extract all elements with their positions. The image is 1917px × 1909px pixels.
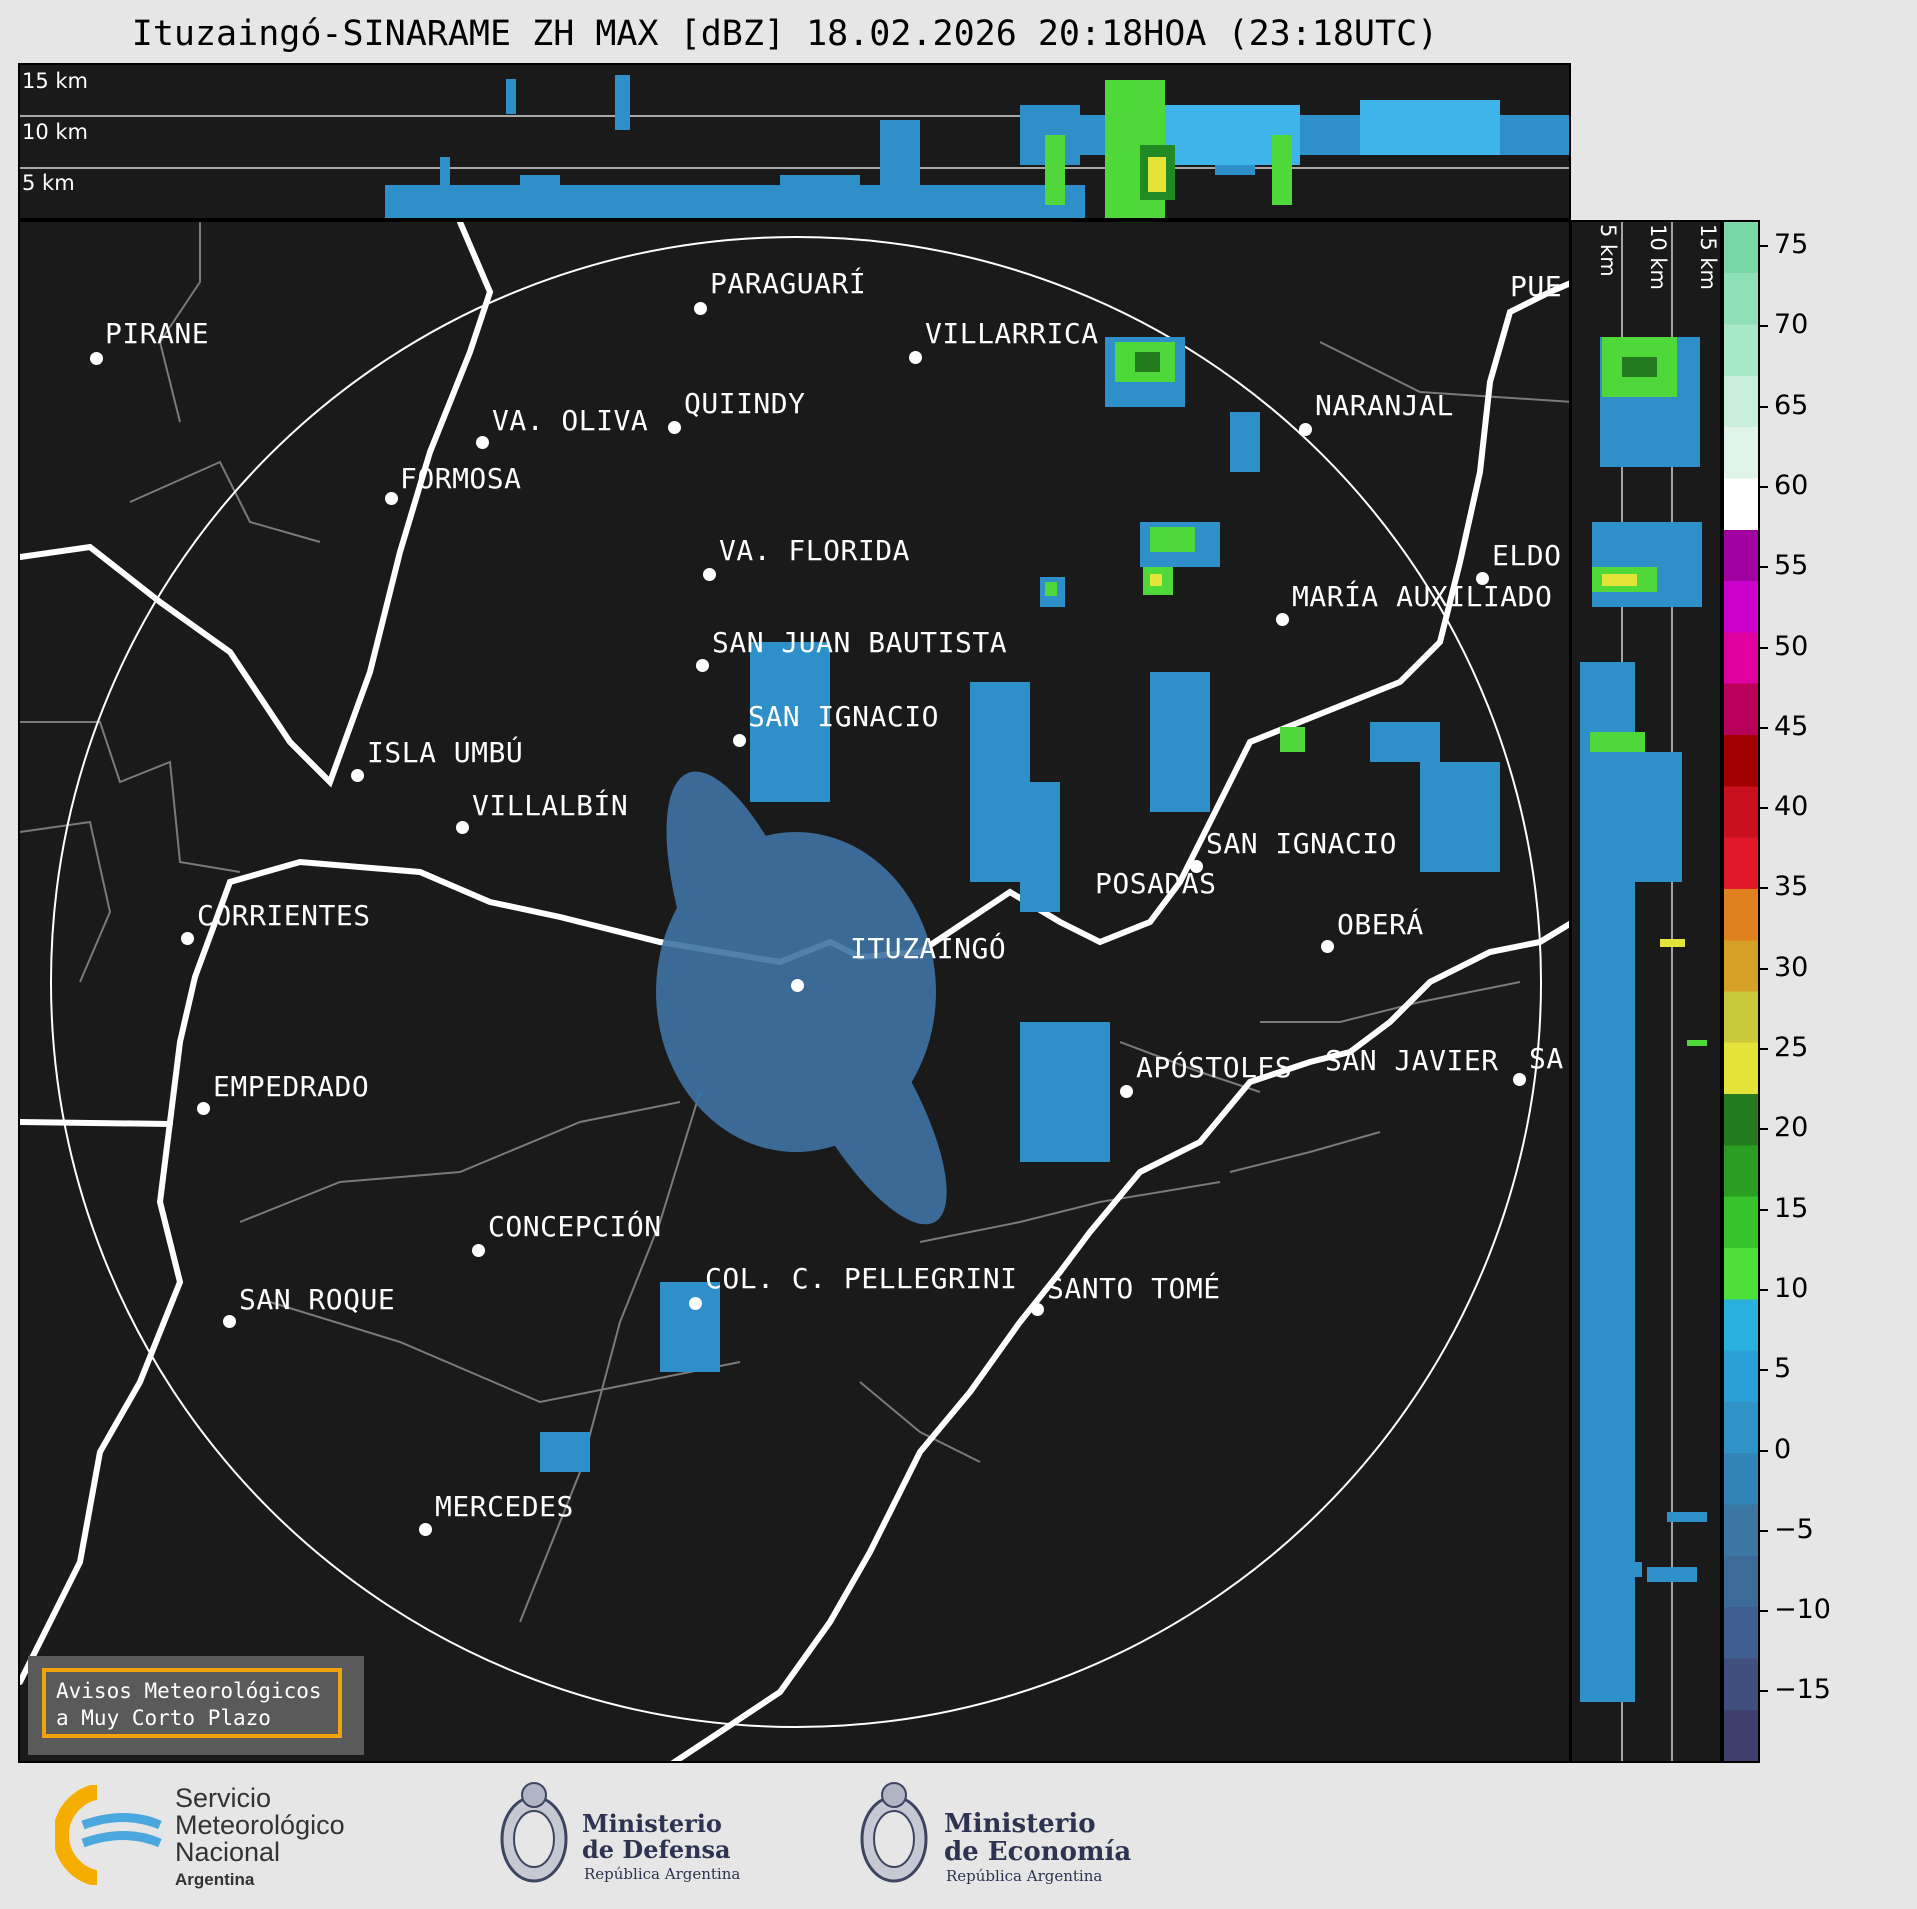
- city-marker: [1190, 860, 1203, 873]
- city-label: PUE: [1510, 270, 1563, 303]
- city-marker: [90, 352, 103, 365]
- radar-map: PIRANE PARAGUARÍ VILLARRICA VA. OLIVA QU…: [18, 220, 1571, 1763]
- altitude-label-5km-vertical: 5 km: [1596, 224, 1620, 277]
- city-marker: [1513, 1073, 1526, 1086]
- city-marker: [1120, 1085, 1133, 1098]
- city-label: ITUZAINGÓ: [850, 932, 1007, 965]
- city-marker: [1321, 940, 1334, 953]
- smn-logo-text: Servicio Meteorológico Nacional Argentin…: [175, 1783, 345, 1890]
- city-label: SA: [1529, 1042, 1564, 1075]
- national-shield-icon: [860, 1782, 928, 1883]
- city-label: OBERÁ: [1337, 908, 1424, 941]
- reflectivity-colorbar: [1722, 220, 1760, 1763]
- city-label: PARAGUARÍ: [710, 267, 867, 300]
- city-marker: [733, 734, 746, 747]
- city-label: PIRANE: [105, 317, 210, 350]
- city-label: SAN IGNACIO: [1206, 827, 1397, 860]
- city-label: FORMOSA: [400, 462, 522, 495]
- right-cross-section-echoes: [1580, 222, 1707, 1761]
- city-marker: [1031, 1303, 1044, 1316]
- warning-banner-frame[interactable]: Avisos Meteorológicos a Muy Corto Plazo: [42, 1668, 342, 1738]
- city-marker: [385, 492, 398, 505]
- city-label: QUIINDY: [684, 387, 806, 420]
- city-label: CONCEPCIÓN: [488, 1210, 662, 1243]
- city-marker: [668, 421, 681, 434]
- city-label: MERCEDES: [435, 1490, 574, 1523]
- city-label: POSADAS: [1095, 867, 1217, 900]
- altitude-label-10km-vertical: 10 km: [1646, 224, 1670, 291]
- city-label: CORRIENTES: [197, 899, 371, 932]
- city-marker: [456, 821, 469, 834]
- chart-title: Ituzaingó-SINARAME ZH MAX [dBZ] 18.02.20…: [131, 14, 1439, 54]
- city-marker: [909, 351, 922, 364]
- city-label: VA. FLORIDA: [719, 534, 910, 567]
- city-marker: [1299, 423, 1312, 436]
- city-marker: [689, 1297, 702, 1310]
- altitude-label-15km-vertical: 15 km: [1696, 224, 1720, 291]
- city-marker: [1476, 572, 1489, 585]
- city-marker: [197, 1102, 210, 1115]
- city-label: SAN JUAN BAUTISTA: [712, 626, 1008, 659]
- top-cross-section: 15 km 10 km 5 km: [18, 63, 1571, 220]
- city-label: VA. OLIVA: [492, 404, 649, 437]
- footer: Servicio Meteorológico Nacional Argentin…: [0, 1763, 1917, 1909]
- national-shield-icon: [500, 1782, 568, 1883]
- city-label: COL. C. PELLEGRINI: [705, 1262, 1018, 1295]
- city-marker: [703, 568, 716, 581]
- city-marker: [351, 769, 364, 782]
- warning-line-2: a Muy Corto Plazo: [56, 1706, 271, 1730]
- warning-line-1: Avisos Meteorológicos: [56, 1679, 322, 1703]
- city-label: ISLA UMBÚ: [367, 736, 524, 769]
- warning-banner[interactable]: Avisos Meteorológicos a Muy Corto Plazo: [28, 1656, 364, 1755]
- radar-site-marker: [791, 979, 804, 992]
- altitude-label-15km: 15 km: [22, 69, 89, 93]
- city-label: SAN JAVIER: [1325, 1044, 1499, 1077]
- city-marker: [1276, 613, 1289, 626]
- city-marker: [694, 302, 707, 315]
- city-marker: [223, 1315, 236, 1328]
- city-label: ELDO: [1492, 539, 1562, 572]
- city-label: SANTO TOMÉ: [1047, 1272, 1221, 1305]
- city-label: VILLALBÍN: [472, 789, 629, 822]
- altitude-label-5km: 5 km: [22, 171, 75, 195]
- city-marker: [476, 436, 489, 449]
- city-label: SAN IGNACIO: [748, 700, 939, 733]
- city-label: MARÍA AUXILIADO: [1292, 580, 1553, 613]
- top-cross-section-echoes: [20, 75, 1569, 218]
- smn-logo-icon: [55, 1785, 165, 1885]
- city-marker: [181, 932, 194, 945]
- city-label: EMPEDRADO: [213, 1070, 370, 1103]
- city-label: VILLARRICA: [925, 317, 1099, 350]
- radar-map-geography: [20, 222, 1569, 1761]
- city-marker: [696, 659, 709, 672]
- city-label: NARANJAL: [1315, 389, 1454, 422]
- city-marker: [472, 1244, 485, 1257]
- city-label: SAN ROQUE: [239, 1283, 396, 1316]
- altitude-label-10km: 10 km: [22, 120, 89, 144]
- city-label: APÓSTOLES: [1136, 1051, 1293, 1084]
- city-marker: [419, 1523, 432, 1536]
- right-cross-section: 5 km 10 km 15 km: [1570, 220, 1722, 1763]
